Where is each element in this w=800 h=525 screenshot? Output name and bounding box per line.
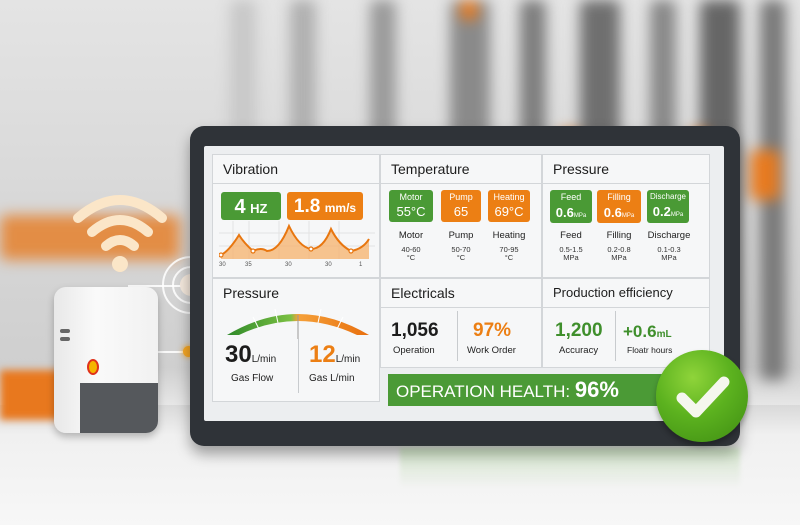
range-value: 40-60 °C [401, 245, 421, 263]
vibration-panel: Vibration 4 HZ 1.8 mm/s [212, 154, 380, 278]
range-value: 0.2-0.8 MPa [607, 245, 631, 263]
gas-rate-caption: Gas L/min [309, 373, 355, 384]
pressure-valves-panel: Pressure Feed 0.6MPa Filling 0.6MPa Disc… [542, 154, 710, 278]
operation-count: 1,056 [391, 320, 439, 341]
range-label: Feed [560, 230, 582, 241]
float-hours-value: +0.6mL [623, 322, 672, 341]
svg-text:30: 30 [219, 262, 226, 267]
accuracy-caption: Accuracy [559, 345, 599, 356]
work-order-caption: Work Order [467, 345, 516, 356]
feed-pressure-chip: Feed 0.6MPa [550, 190, 592, 223]
discharge-pressure-chip: Discharge 0.2MPa [647, 190, 689, 223]
pressure-gauge [227, 308, 369, 339]
panel-title: Pressure [223, 285, 280, 301]
iot-sensor-device [54, 287, 158, 433]
range-label: Discharge [647, 230, 691, 241]
panel-title: Pressure [553, 161, 610, 177]
range-value: 0.5-1.5 MPa [559, 245, 583, 263]
velocity-chip: 1.8 mm/s [287, 192, 363, 220]
health-ok-badge [656, 350, 748, 442]
svg-text:30: 30 [285, 262, 292, 267]
work-order-percent: 97% [473, 320, 512, 341]
panel-title: Electricals [391, 285, 455, 301]
vibration-chart: 30 35 30 30 1 [219, 221, 375, 267]
pump-temp-chip: Pump 65 [441, 190, 481, 222]
svg-text:35: 35 [245, 262, 252, 267]
filling-pressure-chip: Filling 0.6MPa [597, 190, 641, 223]
gas-rate-value: 12L/min [309, 341, 361, 368]
range-value: 70-95 °C [499, 245, 519, 263]
checkmark-icon [676, 376, 730, 418]
production-efficiency-panel: Production efficiency 1,200 Accuracy +0.… [542, 278, 710, 368]
range-label: Motor [398, 230, 424, 241]
status-led [89, 361, 97, 373]
connection-line [128, 285, 188, 287]
electricals-panel: Electricals 1,056 Operation 97% Work Ord… [380, 278, 542, 368]
connection-dot [183, 346, 194, 357]
motor-temp-chip: Motor 55°C [389, 190, 433, 222]
gas-flow-caption: Gas Flow [231, 373, 274, 384]
float-hours-caption: Floatr hours [627, 345, 673, 355]
range-label: Heating [492, 230, 526, 241]
operation-caption: Operation [393, 345, 435, 356]
svg-text:30: 30 [325, 262, 332, 267]
svg-text:1: 1 [359, 262, 363, 267]
gas-flow-value: 30L/min [225, 341, 277, 368]
tablet-device: Vibration 4 HZ 1.8 mm/s [190, 126, 740, 446]
operation-health-banner: OPERATION HEALTH: 96% [388, 374, 688, 406]
screen-reflection [400, 448, 740, 488]
pressure-gauge-panel: Pressure 30L/min Gas Flow 12L/min [212, 278, 380, 402]
panel-title: Vibration [223, 161, 279, 177]
range-value: 0.1-0.3 MPa [657, 245, 681, 263]
accuracy-value: 1,200 [555, 320, 603, 341]
heating-temp-chip: Heating 69°C [488, 190, 530, 222]
range-label: Filling [606, 230, 632, 241]
wifi-icon [73, 195, 167, 272]
panel-title: Production efficiency [553, 285, 673, 300]
range-label: Pump [448, 230, 474, 241]
range-value: 50-70 °C [451, 245, 471, 263]
temperature-panel: Temperature Motor 55°C Pump 65 Heating 6… [380, 154, 542, 278]
dashboard-screen: Vibration 4 HZ 1.8 mm/s [204, 146, 724, 421]
panel-title: Temperature [391, 161, 470, 177]
frequency-chip: 4 HZ [221, 192, 281, 220]
